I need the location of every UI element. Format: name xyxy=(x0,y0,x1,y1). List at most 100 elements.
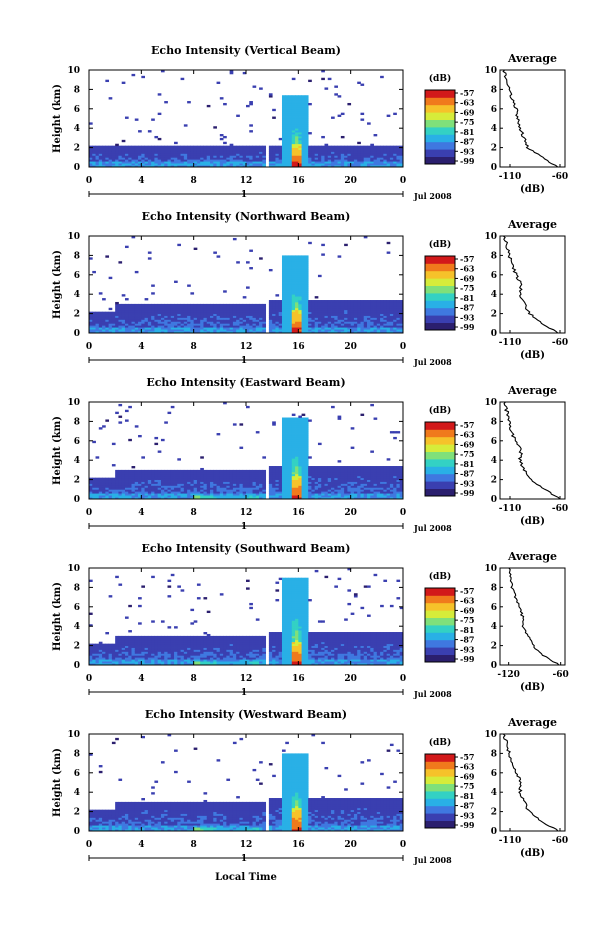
echo-cell xyxy=(99,146,103,148)
echo-cell xyxy=(364,466,368,468)
echo-cell xyxy=(105,419,109,421)
echo-cell xyxy=(331,466,335,468)
echo-cell xyxy=(220,97,224,99)
echo-cell xyxy=(122,146,126,148)
echo-cell xyxy=(289,418,293,420)
echo-cell xyxy=(308,132,312,134)
colorbar-tick-label: -87 xyxy=(460,303,474,313)
echo-cell xyxy=(272,300,276,302)
echo-cell xyxy=(246,146,250,148)
echo-cell xyxy=(194,146,198,148)
echo-cell xyxy=(393,146,397,148)
colorbar-label: (dB) xyxy=(429,239,451,250)
echo-cell xyxy=(393,300,397,302)
echo-cell xyxy=(292,255,296,257)
echo-cell xyxy=(308,419,312,421)
echo-cell xyxy=(243,470,247,472)
echo-cell xyxy=(151,285,155,287)
echo-cell xyxy=(174,281,178,283)
echo-cell xyxy=(380,146,384,148)
echo-cell xyxy=(217,82,221,84)
echo-cell xyxy=(217,470,221,472)
colorbar-swatch xyxy=(425,278,455,286)
echo-cell xyxy=(118,416,122,418)
x-tick-label: 4 xyxy=(138,508,144,518)
echo-cell xyxy=(243,304,247,306)
colorbar-tick-label: -81 xyxy=(460,293,474,303)
x-tick-label: 0 xyxy=(86,342,92,352)
echo-cell xyxy=(239,470,243,472)
echo-cell xyxy=(233,470,237,472)
echo-cell xyxy=(190,146,194,148)
y-tick-label: 0 xyxy=(74,329,80,339)
echo-cell xyxy=(269,300,273,302)
echo-cell xyxy=(272,117,276,119)
echo-cell xyxy=(236,146,240,148)
echo-cell xyxy=(331,406,335,408)
echo-cell xyxy=(262,456,266,458)
echo-cell xyxy=(236,304,240,306)
echo-cell xyxy=(99,292,103,294)
echo-cell xyxy=(148,146,152,148)
echo-cell xyxy=(138,146,142,148)
echo-cell xyxy=(217,433,221,435)
echo-cell xyxy=(210,146,214,148)
echo-cell xyxy=(331,300,335,302)
echo-cell xyxy=(347,466,351,468)
echo-cell xyxy=(269,269,273,271)
colorbar-swatch xyxy=(425,142,455,150)
echo-cell xyxy=(360,414,364,416)
echo-cell xyxy=(344,146,348,148)
day-label: 1 xyxy=(241,190,247,200)
colorbar-swatch xyxy=(425,315,455,323)
echo-cell xyxy=(125,304,129,306)
echo-cell xyxy=(203,304,207,306)
echo-cell xyxy=(338,416,342,418)
echo-cell xyxy=(184,124,188,126)
echo-cell xyxy=(285,255,289,257)
echo-cell xyxy=(184,146,188,148)
echo-cell xyxy=(370,451,374,453)
profile-x-label: (dB) xyxy=(520,184,545,195)
echo-cell xyxy=(246,286,250,288)
colorbar-swatch xyxy=(425,271,455,279)
echo-cell xyxy=(233,423,237,425)
echo-cell xyxy=(161,439,165,441)
echo-cell xyxy=(158,470,162,472)
echo-cell xyxy=(275,294,279,296)
echo-cell xyxy=(338,460,342,462)
echo-cell xyxy=(177,458,181,460)
echo-cell xyxy=(187,285,191,287)
echo-cell xyxy=(207,470,211,472)
echo-cell xyxy=(338,95,342,97)
echo-cell xyxy=(118,146,122,148)
echo-cell xyxy=(118,470,122,472)
echo-cell xyxy=(197,470,201,472)
echo-cell xyxy=(347,300,351,302)
echo-cell xyxy=(374,418,378,420)
echo-cell xyxy=(122,82,126,84)
echo-cell xyxy=(292,78,296,80)
echo-cell xyxy=(292,414,296,416)
x-tick-label: 16 xyxy=(292,176,305,186)
echo-cell xyxy=(259,470,263,472)
echo-cell xyxy=(132,466,136,468)
echo-cell xyxy=(125,419,129,421)
echo-cell xyxy=(354,300,358,302)
echo-cell xyxy=(203,146,207,148)
echo-cell xyxy=(200,304,204,306)
echo-cell xyxy=(295,418,299,420)
echo-cell xyxy=(351,427,355,429)
echo-cell xyxy=(112,443,116,445)
echo-cell xyxy=(154,136,158,138)
echo-cell xyxy=(226,146,230,148)
echo-cell xyxy=(321,78,325,80)
echo-cell xyxy=(122,470,126,472)
echo-cell xyxy=(262,146,266,148)
echo-cell xyxy=(364,300,368,302)
echo-cell xyxy=(184,304,188,306)
echo-cell xyxy=(148,257,152,259)
echo-cell xyxy=(246,406,250,408)
echo-cell xyxy=(315,296,319,298)
echo-cell xyxy=(105,312,109,314)
